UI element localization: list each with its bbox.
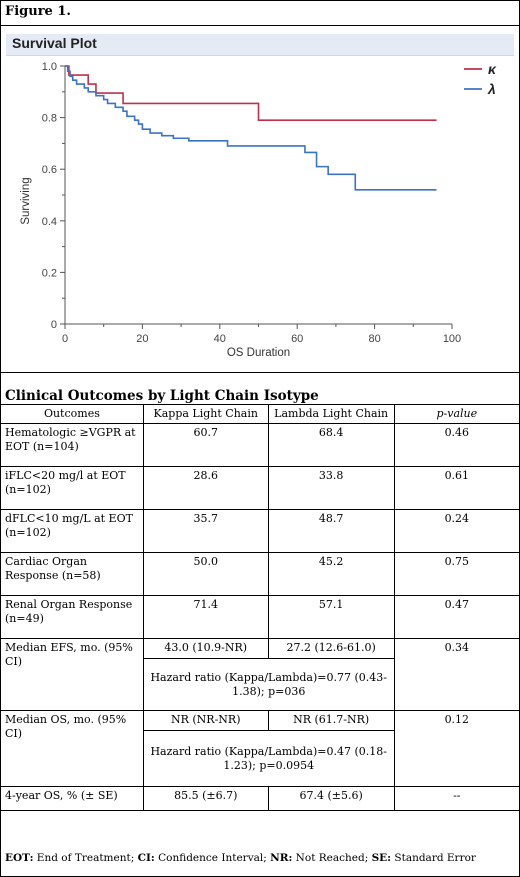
- table-row: dFLC<10 mg/L at EOT (n=102) 35.7 48.7 0.…: [0, 509, 520, 553]
- table-row: Renal Organ Response (n=49) 71.4 57.1 0.…: [0, 595, 520, 639]
- kappa-cell: 35.7: [142, 509, 269, 553]
- table-row: 4-year OS, % (± SE) 85.5 (±6.7) 67.4 (±5…: [0, 786, 520, 811]
- outcome-cell: Hematologic ≥VGPR at EOT (n=104): [0, 423, 144, 467]
- footnote-abbr: NR:: [270, 852, 293, 864]
- outcome-cell: Median EFS, mo. (95% CI): [0, 638, 144, 711]
- table-title: Clinical Outcomes by Light Chain Isotype: [5, 388, 319, 404]
- y-tick-label: 0: [51, 319, 57, 331]
- y-tick-label: 1.0: [42, 61, 57, 73]
- table-row-os: Median OS, mo. (95% CI) NR (NR-NR) NR (6…: [0, 710, 520, 787]
- header-p-value-text: p-value: [436, 407, 478, 420]
- outcome-cell: dFLC<10 mg/L at EOT (n=102): [0, 509, 144, 553]
- legend-label: κ: [488, 61, 497, 77]
- lambda-cell: NR (61.7-NR): [267, 710, 395, 731]
- footnote-text: End of Treatment;: [33, 852, 138, 864]
- survival-chart: 1.0 0.8 0.6 0.4 0.2 00 20 40 60 80 100 OS Duration S…: [20, 61, 497, 359]
- table-row-efs-hr: Hazard ratio (Kappa/Lambda)=0.77 (0.43-1…: [1, 658, 520, 711]
- lambda-cell: 57.1: [267, 595, 395, 639]
- lambda-cell: 33.8: [267, 466, 395, 510]
- kappa-cell: 60.7: [142, 423, 269, 467]
- plot-header: Survival Plot: [6, 34, 514, 56]
- p-value-cell: 0.61: [393, 466, 520, 510]
- legend: κλ: [464, 61, 497, 97]
- table-row: Cardiac Organ Response (n=58) 50.0 45.2 …: [0, 552, 520, 596]
- p-value-cell: 0.12: [393, 710, 520, 787]
- kappa-cell: 28.6: [142, 466, 269, 510]
- p-value-cell: 0.24: [393, 509, 520, 553]
- outcome-cell: iFLC<20 mg/l at EOT (n=102): [0, 466, 144, 510]
- y-tick-label: 0.4: [42, 216, 57, 228]
- header-lambda: Lambda Light Chain: [267, 404, 395, 424]
- x-axis-label: OS Duration: [227, 347, 290, 359]
- p-value-cell: 0.34: [393, 638, 520, 711]
- outcome-cell: Renal Organ Response (n=49): [0, 595, 144, 639]
- kappa-cell: 43.0 (10.9-NR): [142, 638, 269, 659]
- lambda-cell: 45.2: [267, 552, 395, 596]
- x-tick-label: 60: [291, 333, 303, 345]
- footnote-text: Standard Error: [391, 852, 476, 864]
- survival-plot-panel: Survival Plot 1.0 0.8 0.6 0.4 0.2 0 0 20 40 60 80 1…: [6, 34, 514, 369]
- p-value-cell: 0.75: [393, 552, 520, 596]
- figure-label: Figure 1.: [5, 4, 71, 19]
- p-value-cell: 0.46: [393, 423, 520, 467]
- footnote-abbr: CI:: [137, 852, 155, 864]
- divider: [0, 372, 520, 373]
- x-tick-label: 0: [62, 333, 68, 345]
- table-row: iFLC<20 mg/l at EOT (n=102) 28.6 33.8 0.…: [0, 466, 520, 510]
- kappa-cell: NR (NR-NR): [142, 710, 269, 731]
- table-header-row: Outcomes Kappa Light Chain Lambda Light …: [0, 404, 520, 424]
- table-row-os-hr: Hazard ratio (Kappa/Lambda)=0.47 (0.18-1…: [1, 730, 520, 787]
- table-row: Hematologic ≥VGPR at EOT (n=104) 60.7 68…: [0, 423, 520, 467]
- legend-label: λ: [487, 81, 496, 97]
- lambda-cell: 48.7: [267, 509, 395, 553]
- kappa-cell: 71.4: [142, 595, 269, 639]
- footnote-abbr: SE:: [371, 852, 392, 864]
- outcome-cell: 4-year OS, % (± SE): [0, 786, 144, 811]
- divider: [0, 25, 520, 26]
- series-line-kappa: [65, 65, 437, 121]
- x-tick-label: 80: [368, 333, 380, 345]
- kappa-cell: 85.5 (±6.7): [142, 786, 269, 811]
- footnote-text: Confidence Interval;: [154, 852, 271, 864]
- x-tick-label: 100: [443, 333, 461, 345]
- lambda-cell: 67.4 (±5.6): [267, 786, 395, 811]
- footnote-text: Not Reached;: [292, 852, 372, 864]
- x-tick-label: 20: [136, 333, 148, 345]
- header-p-value: p-value: [393, 404, 520, 424]
- outcome-cell: Median OS, mo. (95% CI): [0, 710, 144, 787]
- header-outcomes: Outcomes: [0, 404, 144, 424]
- series-layer: [65, 65, 437, 191]
- footnote: EOT: End of Treatment; CI: Confidence In…: [5, 852, 476, 864]
- series-line-lambda: [65, 65, 437, 191]
- lambda-cell: 68.4: [267, 423, 395, 467]
- p-value-cell: --: [393, 786, 520, 811]
- header-kappa: Kappa Light Chain: [142, 404, 269, 424]
- hazard-ratio-cell: Hazard ratio (Kappa/Lambda)=0.47 (0.18-1…: [142, 730, 395, 787]
- plot-title: Survival Plot: [12, 35, 97, 51]
- hazard-ratio-cell: Hazard ratio (Kappa/Lambda)=0.77 (0.43-1…: [142, 658, 395, 711]
- x-tick-label: 40: [214, 333, 226, 345]
- footnote-abbr: EOT:: [5, 852, 34, 864]
- chart-axes: 1.0 0.8 0.6 0.4 0.2 00 20 40 60 80 100 OS Duration S…: [20, 61, 461, 359]
- outcome-cell: Cardiac Organ Response (n=58): [0, 552, 144, 596]
- p-value-cell: 0.47: [393, 595, 520, 639]
- lambda-cell: 27.2 (12.6-61.0): [267, 638, 395, 659]
- y-axis-label: Surviving: [20, 177, 32, 224]
- y-tick-label: 0.6: [42, 164, 57, 176]
- y-tick-label: 0.2: [42, 267, 57, 279]
- outcomes-table: Outcomes Kappa Light Chain Lambda Light …: [0, 404, 520, 811]
- kappa-cell: 50.0: [142, 552, 269, 596]
- table-row-efs: Median EFS, mo. (95% CI) 43.0 (10.9-NR) …: [0, 638, 520, 711]
- y-tick-label: 0.8: [42, 113, 57, 125]
